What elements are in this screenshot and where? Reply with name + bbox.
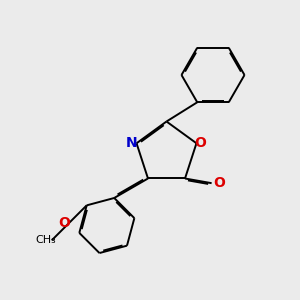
Text: CH₃: CH₃ [35, 236, 56, 245]
Text: O: O [59, 216, 70, 230]
Text: O: O [213, 176, 225, 190]
Text: O: O [194, 136, 206, 150]
Text: N: N [126, 136, 138, 150]
